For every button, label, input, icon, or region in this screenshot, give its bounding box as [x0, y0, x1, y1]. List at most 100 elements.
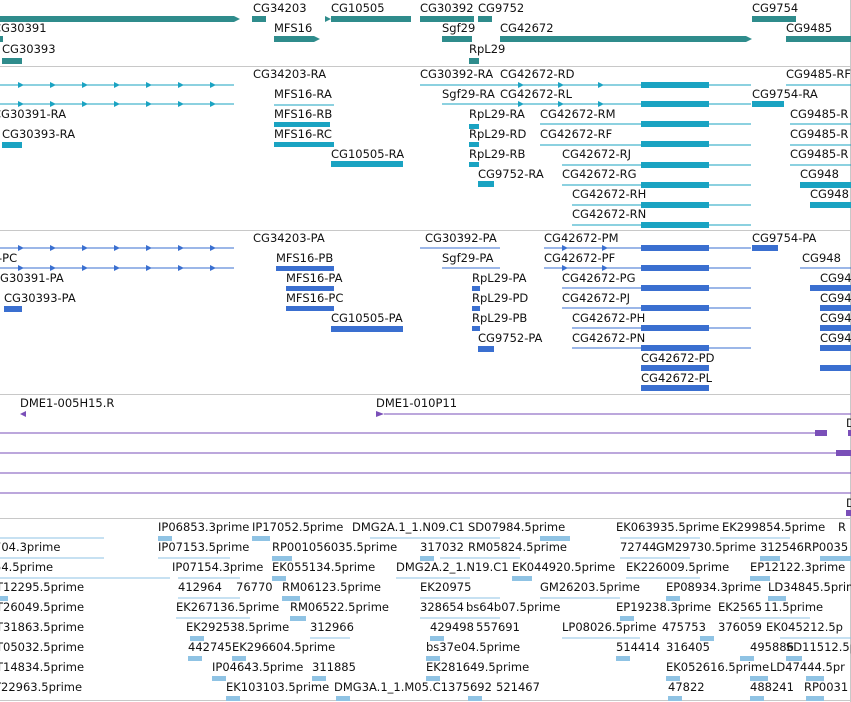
transcript-label[interactable]: CG42672-PN: [572, 331, 646, 345]
est-label[interactable]: 376059: [718, 620, 762, 634]
est-label[interactable]: 488241: [750, 680, 794, 694]
transcript-label[interactable]: RpL29-RB: [469, 147, 526, 161]
transcript-label[interactable]: MFS16-RA: [274, 87, 332, 101]
gene-bar[interactable]: [331, 16, 411, 22]
clone-label[interactable]: D: [846, 496, 851, 510]
transcript-label[interactable]: CG30393-PA: [4, 291, 76, 305]
transcript-label[interactable]: CG9752-PA: [478, 331, 543, 345]
est-label[interactable]: RP001056035.5prime: [272, 540, 398, 554]
transcript-label[interactable]: CG34203-PA: [253, 231, 325, 245]
transcript-label[interactable]: CG94: [820, 311, 851, 325]
est-label[interactable]: 475753: [662, 620, 706, 634]
transcript-label[interactable]: CG30391-PA: [0, 271, 64, 285]
transcript-label[interactable]: CG9754-PA: [752, 231, 817, 245]
transcript-label[interactable]: CG94: [820, 271, 851, 285]
est-label[interactable]: 76770: [236, 580, 273, 594]
est-label[interactable]: EK299854.5prime: [722, 520, 826, 534]
clone-label[interactable]: DME1-005H15.R: [20, 396, 115, 410]
est-label[interactable]: bs37e04.5prime: [426, 640, 521, 654]
est-label[interactable]: R: [838, 520, 846, 534]
est-label[interactable]: EK281649.5prime: [426, 660, 530, 674]
transcript-label[interactable]: -PC: [0, 251, 18, 265]
est-label[interactable]: IP04643.5prime: [212, 660, 304, 674]
est-label[interactable]: LD34845.5prime151: [768, 580, 851, 594]
est-label[interactable]: 47822: [668, 680, 705, 694]
gene-label[interactable]: CG9752: [478, 1, 525, 15]
est-label[interactable]: 54.5prime: [0, 560, 54, 574]
est-label[interactable]: EK2565: [718, 600, 763, 614]
transcript-label[interactable]: CG42672-RJ: [562, 147, 632, 161]
est-label[interactable]: T26049.5prime: [0, 600, 85, 614]
est-label[interactable]: 311885: [312, 660, 356, 674]
est-label[interactable]: EK045212.5p: [766, 620, 843, 634]
gene-bar[interactable]: [442, 36, 472, 42]
est-label[interactable]: T22963.5prime: [0, 680, 83, 694]
transcript-label[interactable]: CG42672-PM: [544, 231, 619, 245]
transcript-label[interactable]: RpL29-RA: [469, 107, 525, 121]
est-label[interactable]: RM05824.5prime: [468, 540, 567, 554]
transcript-label[interactable]: CG42672-PL: [641, 371, 713, 385]
est-label[interactable]: bs64b07.5prime: [466, 600, 561, 614]
transcript-label[interactable]: CG30393-RA: [2, 127, 76, 141]
transcript-label[interactable]: CG42672-RG: [562, 167, 637, 181]
transcript-label[interactable]: MFS16-PA: [286, 271, 343, 285]
est-label[interactable]: RP0035: [804, 540, 849, 554]
transcript-label[interactable]: RpL29-PA: [472, 271, 527, 285]
gene-bar[interactable]: [2, 58, 22, 64]
transcript-label[interactable]: CG9485-R: [790, 107, 849, 121]
est-label[interactable]: T14834.5prime: [0, 660, 85, 674]
est-label[interactable]: DMG3A.1_1.M05.C1: [334, 680, 448, 694]
est-label[interactable]: 11.5prime: [764, 600, 824, 614]
est-label[interactable]: EK267136.5prime: [176, 600, 280, 614]
transcript-label[interactable]: CG42672-RD: [500, 67, 575, 81]
transcript-label[interactable]: MFS16-PC: [286, 291, 344, 305]
transcript-label[interactable]: CG94: [820, 291, 851, 305]
clone-label[interactable]: D: [846, 416, 851, 430]
est-label[interactable]: EK296604.5prime: [232, 640, 336, 654]
est-label[interactable]: LD47444.5pr: [770, 660, 845, 674]
transcript-label[interactable]: Sgf29-PA: [442, 251, 494, 265]
transcript-label[interactable]: CG42672-PG: [562, 271, 636, 285]
gene-bar[interactable]: [500, 36, 746, 42]
transcript-label[interactable]: MFS16-RB: [274, 107, 333, 121]
transcript-label[interactable]: CG9754-RA: [752, 87, 818, 101]
gene-label[interactable]: CG30391: [0, 21, 47, 35]
est-label[interactable]: T12295.5prime: [0, 580, 85, 594]
est-label[interactable]: RM06522.5prime: [290, 600, 389, 614]
est-label[interactable]: RP0031: [804, 680, 849, 694]
est-label[interactable]: EK052616.5prime: [666, 660, 770, 674]
gene-label[interactable]: CG34203: [253, 1, 307, 15]
est-label[interactable]: EK226009.5prime: [626, 560, 730, 574]
est-label[interactable]: EK292538.5prime: [186, 620, 290, 634]
est-label[interactable]: 514414: [616, 640, 660, 654]
transcript-label[interactable]: CG9485-RF: [786, 67, 851, 81]
transcript-label[interactable]: CG9485-R: [790, 127, 849, 141]
transcript-label[interactable]: CG34203-RA: [253, 67, 327, 81]
gene-bar[interactable]: [478, 16, 492, 22]
gene-label[interactable]: CG9754: [752, 1, 799, 15]
transcript-label[interactable]: MFS16-RC: [274, 127, 332, 141]
transcript-label[interactable]: CG42672-PH: [572, 311, 646, 325]
est-label[interactable]: 375692: [448, 680, 492, 694]
gene-label[interactable]: Sgf29: [442, 21, 476, 35]
gene-bar[interactable]: [274, 36, 314, 42]
transcript-label[interactable]: RpL29-PD: [472, 291, 529, 305]
transcript-label[interactable]: CG42672-RM: [540, 107, 616, 121]
gene-bar[interactable]: [420, 16, 474, 22]
est-label[interactable]: 442745: [188, 640, 232, 654]
est-label[interactable]: GM29730.5prime: [656, 540, 756, 554]
transcript-label[interactable]: CG9752-RA: [478, 167, 544, 181]
transcript-label[interactable]: CG42672-RF: [540, 127, 613, 141]
transcript-label[interactable]: CG42672-RH: [572, 187, 647, 201]
transcript-label[interactable]: RpL29-RD: [469, 127, 527, 141]
est-label[interactable]: 317032: [420, 540, 464, 554]
transcript-label[interactable]: CG42672-RN: [572, 207, 647, 221]
transcript-label[interactable]: CG42672-PJ: [562, 291, 631, 305]
transcript-label[interactable]: CG948: [810, 187, 849, 201]
est-label[interactable]: IP17052.5prime: [252, 520, 344, 534]
transcript-label[interactable]: Sgf29-RA: [442, 87, 495, 101]
gene-bar[interactable]: [0, 16, 234, 22]
est-label[interactable]: 521467: [496, 680, 540, 694]
est-label[interactable]: IP06853.3prime: [158, 520, 250, 534]
